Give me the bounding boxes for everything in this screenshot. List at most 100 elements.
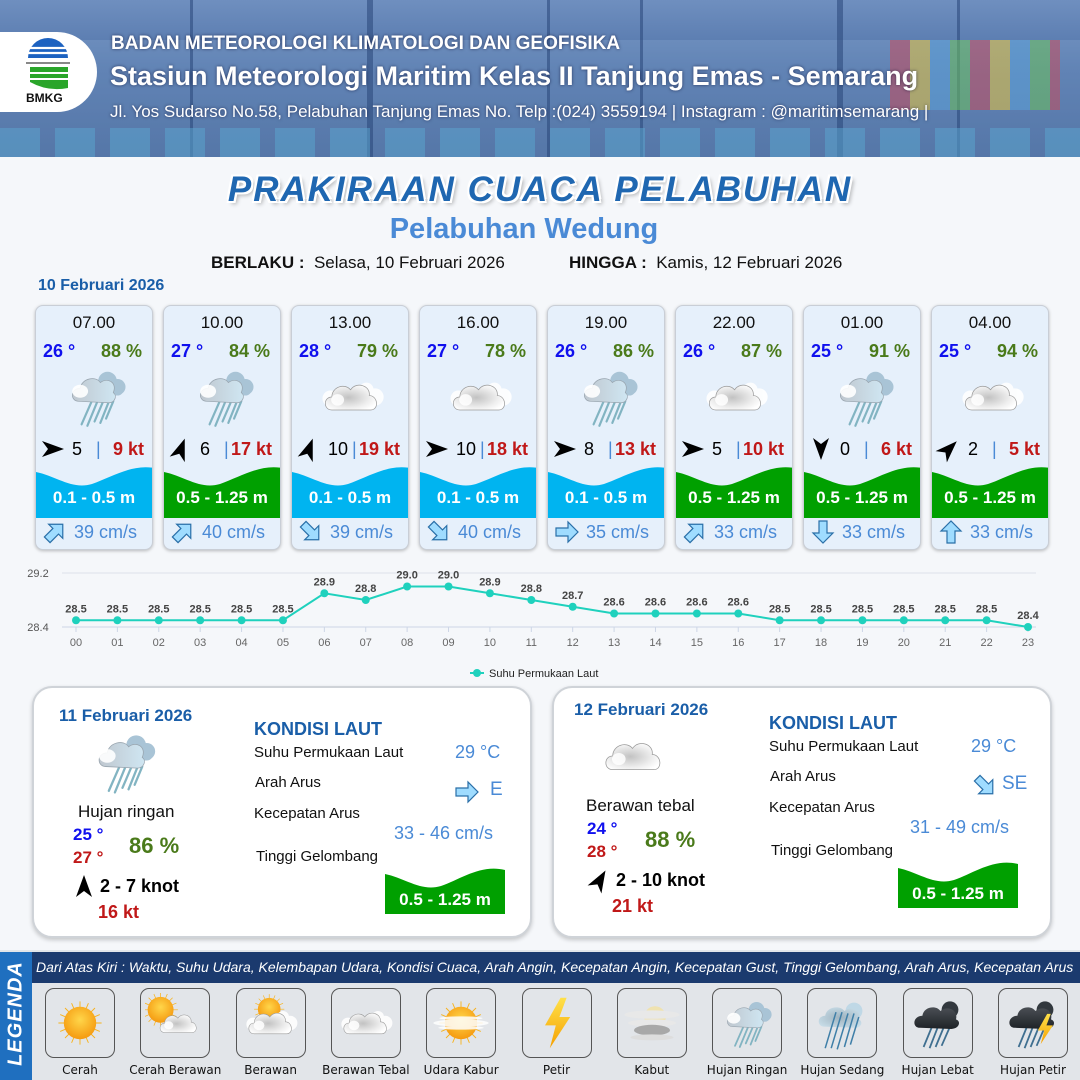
sst-data-point[interactable] xyxy=(444,582,453,591)
humidity: 88 % xyxy=(100,341,142,361)
wave-height-label: Tinggi Gelombang xyxy=(256,848,379,865)
sst-data-point[interactable] xyxy=(154,616,163,625)
sst-data-point[interactable] xyxy=(858,616,867,625)
humidity: 79 % xyxy=(356,341,398,361)
separator: | xyxy=(992,439,997,459)
sst-label: Suhu Permukaan Laut xyxy=(254,744,404,761)
sst-data-point[interactable] xyxy=(1024,623,1032,631)
x-tick-label: 14 xyxy=(649,637,661,649)
data-label: 28.5 xyxy=(107,603,128,615)
legend-label: Cerah Berawan xyxy=(129,1063,222,1077)
forecast-card: 07.00 26 ° 88 % 5 | 9 kt 0.1 - 0.5 m 39 cm/s xyxy=(35,305,153,550)
wind-direction-icon xyxy=(588,870,612,890)
wave-shape xyxy=(164,464,280,518)
sst-data-point[interactable] xyxy=(941,616,950,625)
legend-label: Hujan Sedang xyxy=(800,1063,885,1077)
sst-data-point[interactable] xyxy=(982,616,991,625)
valid-to: HINGGA : Kamis, 12 Februari 2026 xyxy=(569,253,842,273)
forecast-card: 16.00 27 ° 78 % 10 | 18 kt 0.1 - 0.5 m 40 cm/s xyxy=(419,305,537,550)
berawan-tebal-icon xyxy=(316,361,388,433)
hujan-ringan-icon xyxy=(60,361,132,433)
hujan-ringan-icon xyxy=(712,988,783,1058)
sst-data-point[interactable] xyxy=(568,602,577,611)
current-direction-icon xyxy=(972,774,998,798)
gust-speed: 13 kt xyxy=(614,439,656,459)
sst-data-point[interactable] xyxy=(734,609,743,618)
data-label: 28.5 xyxy=(976,603,997,615)
gust-speed: 5 kt xyxy=(1008,439,1040,459)
page-title: PRAKIRAAN CUACA PELABUHAN xyxy=(227,170,853,209)
wave-height: 0.5 - 1.25 m xyxy=(399,890,491,909)
wave-height: 0.5 - 1.25 m xyxy=(176,488,268,507)
legend-series-name[interactable]: Suhu Permukaan Laut xyxy=(489,668,598,680)
sst-data-point[interactable] xyxy=(361,596,370,604)
hujan-lebat-icon xyxy=(902,988,973,1058)
berawan-tebal-icon xyxy=(330,988,401,1058)
wind-direction-icon xyxy=(72,876,96,896)
wave-shape xyxy=(292,464,408,518)
wind-speed: 5 xyxy=(712,439,723,459)
gust-speed: 10 kt xyxy=(742,439,784,459)
sst-data-point[interactable] xyxy=(237,616,246,625)
x-tick-label: 00 xyxy=(70,637,82,649)
humidity: 86 % xyxy=(612,341,654,361)
data-label: 28.9 xyxy=(314,576,335,588)
data-label: 28.8 xyxy=(355,583,376,595)
separator: | xyxy=(480,439,485,459)
sst-data-point[interactable] xyxy=(278,616,287,625)
sst-data-point[interactable] xyxy=(320,589,329,598)
sst-data-point[interactable] xyxy=(72,616,80,625)
x-tick-label: 08 xyxy=(401,637,413,649)
air-temperature: 25 ° xyxy=(811,341,844,361)
data-label: 28.7 xyxy=(562,590,583,602)
forecast-card: 22.00 26 ° 87 % 5 | 10 kt 0.5 - 1.25 m 33 cm/s xyxy=(675,305,793,550)
x-tick-label: 07 xyxy=(360,637,372,649)
wave-shape xyxy=(898,860,1018,908)
temp-max: 27 ° xyxy=(73,848,104,867)
sst-data-point[interactable] xyxy=(485,589,494,598)
wind-direction-icon xyxy=(169,439,193,459)
air-temperature: 26 ° xyxy=(43,341,76,361)
sst-data-point[interactable] xyxy=(899,616,908,625)
legend-label: Kabut xyxy=(634,1063,670,1077)
sst-data-point[interactable] xyxy=(196,616,205,625)
y-tick-label: 28.4 xyxy=(27,622,48,634)
sst-data-point[interactable] xyxy=(692,609,701,618)
weather-condition: Berawan tebal xyxy=(586,796,695,815)
separator: | xyxy=(736,439,741,459)
air-temperature: 25 ° xyxy=(939,341,972,361)
legend-title: LEGENDA xyxy=(4,961,27,1066)
current-direction-icon xyxy=(938,520,964,544)
legend-label: Udara Kabur xyxy=(423,1063,499,1077)
sst-data-point[interactable] xyxy=(113,616,122,625)
sst-value: 29 °C xyxy=(971,736,1017,756)
sst-data-point[interactable] xyxy=(403,582,412,591)
hujan-sedang-icon xyxy=(807,988,878,1058)
forecast-card: 01.00 25 ° 91 % 0 | 6 kt 0.5 - 1.25 m 33 cm/s xyxy=(803,305,921,550)
current-direction-label: Arah Arus xyxy=(255,774,321,791)
sst-data-point[interactable] xyxy=(775,616,784,625)
daily-panel: 12 Februari 2026 Berawan tebal 24 ° 28 ° 88 … xyxy=(552,686,1052,938)
legend-label: Hujan Ringan xyxy=(706,1063,788,1077)
sst-data-point[interactable] xyxy=(610,609,619,618)
sst-data-point[interactable] xyxy=(651,609,660,618)
current-speed: 39 cm/s xyxy=(74,522,138,542)
x-tick-label: 21 xyxy=(939,637,951,649)
sea-condition-heading: KONDISI LAUT xyxy=(769,713,897,733)
forecast-time: 16.00 xyxy=(456,313,500,332)
separator: | xyxy=(96,439,101,459)
air-temperature: 28 ° xyxy=(299,341,332,361)
sst-data-point[interactable] xyxy=(527,596,536,604)
x-tick-label: 03 xyxy=(194,637,206,649)
data-label: 28.4 xyxy=(1017,610,1039,622)
logo-text: BMKG xyxy=(26,91,63,105)
wind-direction-icon xyxy=(809,439,833,459)
wind-speed: 5 xyxy=(72,439,83,459)
x-tick-label: 01 xyxy=(111,637,123,649)
data-label: 28.5 xyxy=(65,603,86,615)
current-speed: 35 cm/s xyxy=(586,522,650,542)
gust-speed: 16 kt xyxy=(98,902,140,922)
air-temperature: 27 ° xyxy=(427,341,460,361)
berawan-tebal-icon xyxy=(956,361,1028,433)
sst-data-point[interactable] xyxy=(817,616,826,625)
